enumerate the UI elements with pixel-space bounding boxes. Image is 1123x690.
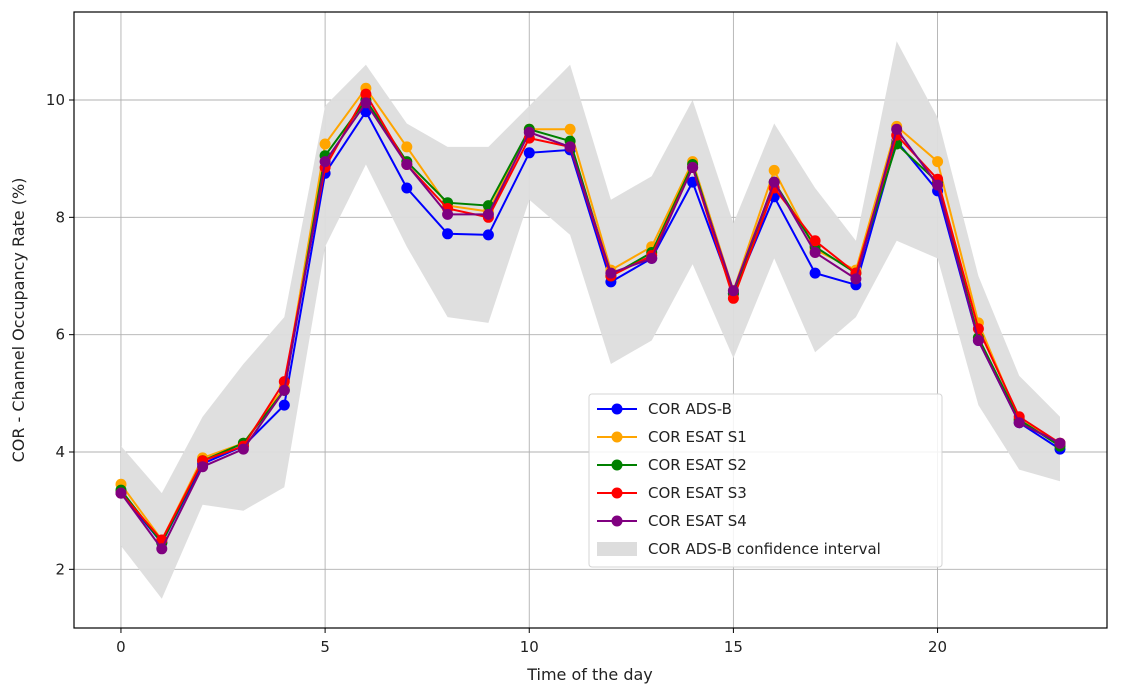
data-point (360, 106, 372, 118)
data-point (1054, 437, 1066, 449)
x-tick-label: 15 (724, 638, 743, 656)
data-point (850, 273, 862, 285)
x-tick-label: 20 (928, 638, 947, 656)
data-point (319, 156, 331, 168)
data-point (197, 461, 209, 473)
legend-label: COR ADS-B confidence interval (648, 540, 881, 558)
legend-marker (611, 431, 623, 443)
confidence-band (121, 41, 1060, 599)
data-point (972, 335, 984, 346)
data-point (809, 247, 821, 258)
plot-frame (73, 11, 1108, 629)
data-point (278, 384, 290, 396)
x-tick-label: 10 (520, 638, 539, 656)
y-tick-label: 10 (46, 91, 65, 109)
legend-label: COR ESAT S2 (648, 456, 747, 474)
data-point (401, 182, 413, 194)
data-point (401, 159, 413, 170)
data-point (687, 162, 699, 173)
y-tick-label: 6 (55, 326, 65, 344)
tick-group: 0 5 10 15 20 2 4 6 8 10 (46, 91, 947, 656)
data-point (156, 543, 168, 555)
series-group (115, 82, 1066, 555)
data-point (809, 235, 821, 247)
data-point (932, 179, 944, 191)
data-point (278, 399, 290, 411)
data-point (727, 292, 739, 304)
data-point (523, 126, 535, 138)
data-point (442, 208, 454, 220)
legend-patch (597, 542, 637, 556)
legend: COR ADS-B COR ESAT S1 COR ESAT S2 COR ESAT … (588, 393, 943, 568)
legend-label: COR ADS-B (648, 400, 732, 418)
legend-label: COR ESAT S4 (648, 512, 747, 530)
data-point (727, 285, 739, 297)
data-point (932, 156, 944, 168)
data-point (809, 267, 821, 279)
x-tick-label: 0 (116, 638, 126, 656)
confidence-band-group (121, 41, 1060, 599)
legend-label: COR ESAT S3 (648, 484, 747, 502)
data-point (523, 147, 535, 159)
y-tick-label: 4 (55, 443, 65, 461)
data-point (482, 229, 494, 241)
data-point (564, 141, 576, 153)
x-tick-label: 5 (320, 638, 330, 656)
data-point (237, 443, 249, 455)
legend-marker (611, 487, 623, 499)
data-point (360, 88, 372, 100)
series-line (120, 86, 1061, 542)
x-axis-label: Time of the day (526, 665, 653, 684)
data-point (1013, 417, 1025, 429)
legend-marker (611, 403, 623, 415)
series-line (120, 101, 1061, 551)
legend-marker (611, 515, 623, 527)
data-point (605, 267, 617, 279)
data-point (646, 252, 658, 264)
y-tick-label: 8 (55, 208, 65, 226)
data-point (319, 138, 331, 150)
data-point (891, 123, 903, 135)
data-point (401, 141, 413, 153)
data-point (768, 176, 780, 188)
y-tick-label: 2 (55, 560, 65, 578)
y-axis-label: COR - Channel Occupancy Rate (%) (9, 178, 28, 463)
legend-box (588, 393, 943, 568)
data-point (442, 228, 454, 240)
legend-marker (611, 459, 623, 471)
data-point (115, 487, 127, 499)
data-point (564, 123, 576, 135)
data-point (768, 164, 780, 176)
data-point (482, 208, 494, 220)
legend-label: COR ESAT S1 (648, 428, 747, 446)
data-point (360, 97, 372, 109)
